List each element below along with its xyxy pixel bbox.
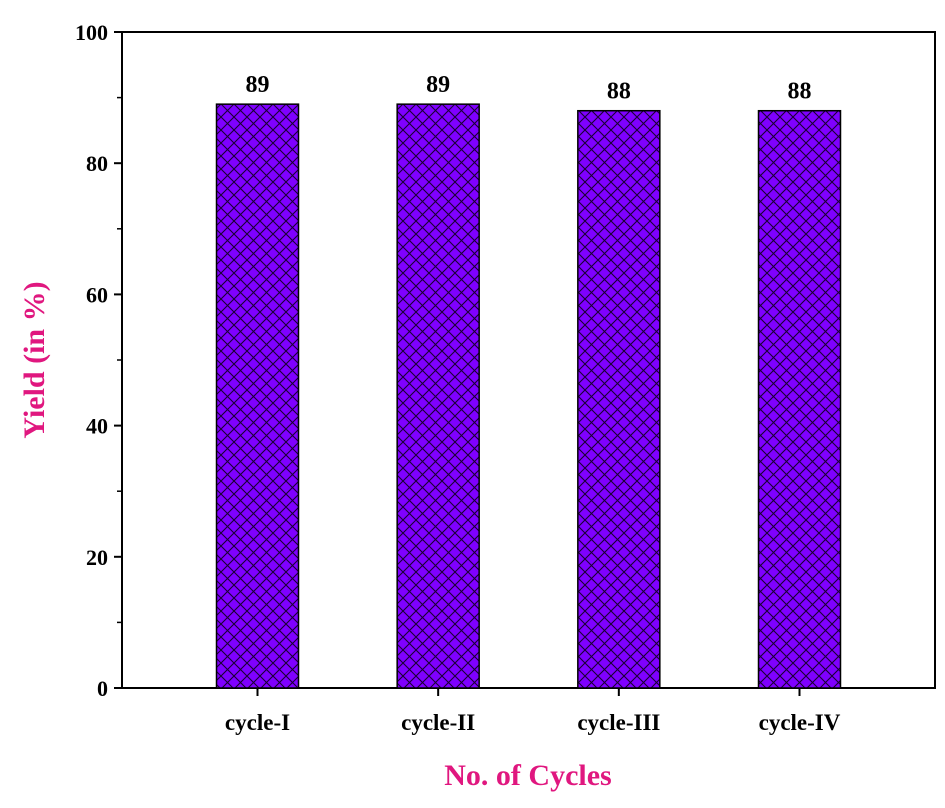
x-tick-label: cycle-I xyxy=(225,710,290,735)
y-axis-title: Yield (in %) xyxy=(18,281,51,438)
bar-3 xyxy=(577,109,661,689)
y-tick-label: 100 xyxy=(75,20,108,45)
data-label: 88 xyxy=(788,79,812,105)
y-axis-ticks: 0 20 40 60 80 100 xyxy=(75,20,122,701)
bars-group xyxy=(215,103,842,689)
data-label: 88 xyxy=(607,79,631,105)
y-tick-label: 0 xyxy=(97,676,108,701)
data-label: 89 xyxy=(246,72,270,98)
bar-4 xyxy=(757,109,842,689)
y-tick-label: 20 xyxy=(86,545,108,570)
y-tick-label: 60 xyxy=(86,282,108,307)
x-axis-ticks: cycle-I cycle-II cycle-III cycle-IV xyxy=(225,688,841,735)
bar-1 xyxy=(215,103,300,689)
y-tick-label: 80 xyxy=(86,151,108,176)
x-axis-title: No. of Cycles xyxy=(444,759,611,792)
x-tick-label: cycle-II xyxy=(401,710,475,735)
x-tick-label: cycle-III xyxy=(577,710,660,735)
data-label: 89 xyxy=(426,72,450,98)
bar-2 xyxy=(396,103,480,689)
x-tick-label: cycle-IV xyxy=(759,710,841,735)
value-labels-group: 89 89 88 88 xyxy=(246,72,812,105)
y-tick-label: 40 xyxy=(86,414,108,439)
